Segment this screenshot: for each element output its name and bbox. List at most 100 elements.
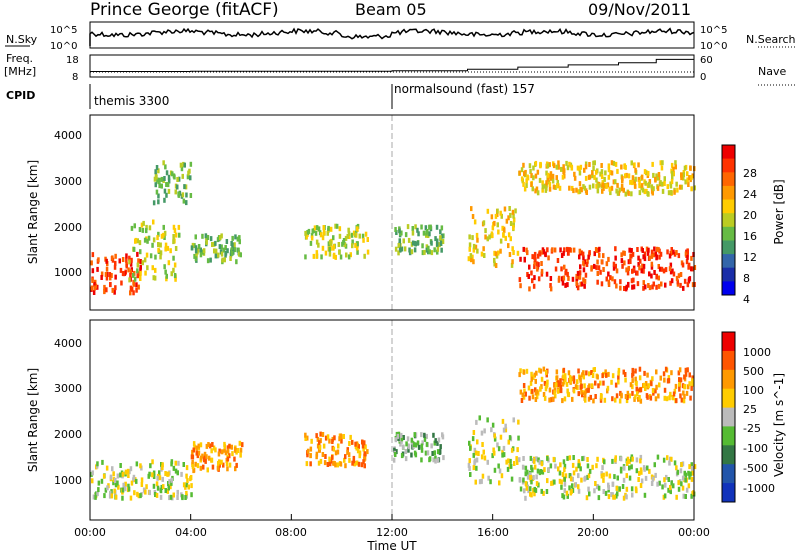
- power-cell-675: [571, 276, 575, 282]
- velocity-cell-1032: [551, 396, 555, 402]
- velocity-cell-407: [412, 442, 416, 448]
- power-cell-405: [402, 238, 405, 244]
- velocity-cbar-seg-3: [722, 388, 735, 409]
- velocity-cell-858: [596, 374, 599, 380]
- velocity-cell-966: [539, 386, 542, 392]
- power-cell-794: [551, 247, 554, 253]
- power-cell-726: [568, 247, 571, 253]
- velocity-cell-154: [139, 493, 142, 499]
- velocity-cell-7: [166, 488, 169, 494]
- velocity-cell-1045: [643, 382, 646, 388]
- velocity-cell-732: [679, 468, 683, 474]
- velocity-cell-93: [160, 484, 163, 490]
- velocity-cell-973: [626, 395, 629, 400]
- power-cell-422: [435, 224, 439, 230]
- power-cell-643: [677, 273, 681, 279]
- power-cell-504: [508, 252, 512, 257]
- velocity-cell-186: [205, 443, 209, 449]
- power-cell-225: [236, 236, 240, 242]
- power-cell-215: [157, 199, 160, 205]
- velocity-cell-236: [191, 464, 195, 469]
- velocity-cell-253: [310, 438, 313, 444]
- power-cell-192: [165, 170, 169, 176]
- power-cell-889: [631, 180, 634, 186]
- velocity-cell-754: [668, 460, 671, 466]
- power-cell-855: [607, 174, 611, 180]
- velocity-cell-610: [607, 494, 611, 500]
- power-cell-554: [503, 227, 506, 233]
- velocity-cell-1057: [587, 387, 590, 393]
- power-cell-756: [654, 251, 658, 257]
- velocity-cell-678: [571, 476, 574, 482]
- power-cell-902: [534, 188, 537, 194]
- velocity-cell-750: [597, 495, 601, 501]
- velocity-cell-417: [420, 457, 423, 463]
- power-cbar-seg-10: [722, 281, 735, 296]
- velocity-cell-58: [109, 474, 113, 480]
- velocity-cell-268: [328, 438, 331, 444]
- velocity-cell-1042: [600, 394, 603, 399]
- power-cell-824: [544, 251, 547, 257]
- power-cell-493: [468, 246, 471, 252]
- velocity-cell-634: [536, 468, 540, 474]
- velocity-cell-483: [474, 450, 478, 456]
- power-cell-123: [167, 260, 171, 266]
- velocity-cell-1038: [617, 367, 621, 373]
- power-cell-1034: [548, 173, 551, 179]
- velocity-cell-889: [655, 384, 658, 390]
- velocity-cell-997: [646, 372, 649, 378]
- power-cell-396: [304, 230, 307, 236]
- power-cell-862: [672, 171, 675, 177]
- velocity-cell-1024: [557, 382, 560, 388]
- velocity-cell-284: [349, 434, 352, 440]
- power-cell-884: [652, 172, 655, 178]
- velocity-cell-704: [643, 466, 646, 472]
- power-cell-94: [177, 224, 181, 230]
- power-cell-695: [540, 271, 544, 277]
- power-cell-965: [576, 165, 580, 171]
- power-cell-187: [154, 169, 157, 175]
- velocity-cell-469: [468, 440, 471, 446]
- power-cell-65: [132, 290, 135, 296]
- velocity-cell-108: [170, 461, 173, 467]
- velocity-cell-917: [654, 396, 658, 402]
- power-ytick-3000: 3000: [54, 175, 82, 188]
- velocity-cell-875: [638, 387, 641, 393]
- power-cell-957: [548, 186, 552, 192]
- power-cell-230: [194, 234, 197, 240]
- velocity-cell-701: [640, 469, 643, 475]
- power-cell-896: [682, 175, 685, 181]
- velocity-cell-479: [469, 445, 472, 451]
- power-cell-1077: [562, 164, 565, 170]
- power-cell-971: [584, 164, 588, 170]
- power-cell-435: [425, 247, 429, 253]
- freq-left-label-1: Freq.: [6, 52, 33, 65]
- power-cell-335: [364, 231, 368, 237]
- power-cell-39: [128, 255, 131, 261]
- power-cell-1087: [627, 190, 630, 196]
- velocity-cell-12: [135, 461, 139, 467]
- power-cell-151: [151, 242, 154, 248]
- velocity-cell-884: [629, 382, 633, 388]
- power-cell-688: [560, 253, 564, 258]
- power-cell-445: [433, 247, 436, 253]
- power-cell-1095: [530, 182, 533, 187]
- power-cell-73: [121, 271, 125, 276]
- velocity-cell-860: [678, 383, 681, 388]
- velocity-cell-399: [423, 432, 426, 438]
- velocity-cell-1021: [577, 368, 580, 374]
- power-cell-497: [486, 208, 490, 214]
- velocity-cell-556: [673, 460, 677, 466]
- velocity-cell-894: [525, 368, 529, 374]
- velocity-cell-743: [675, 465, 678, 471]
- power-cell-295: [231, 250, 234, 256]
- velocity-cell-382: [394, 452, 397, 457]
- velocity-cell-72: [190, 492, 193, 498]
- power-cell-203: [174, 189, 177, 195]
- velocity-cell-459: [471, 436, 475, 442]
- velocity-cell-231: [233, 446, 237, 452]
- station-title: Prince George (fitACF): [90, 0, 279, 20]
- velocity-cell-901: [562, 367, 566, 373]
- velocity-cell-694: [602, 477, 605, 483]
- power-cell-71: [105, 258, 108, 264]
